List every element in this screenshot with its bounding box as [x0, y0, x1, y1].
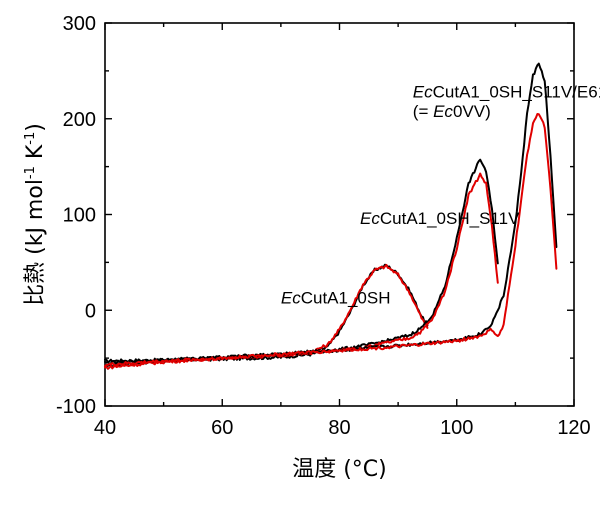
annotation-italic: Ec — [413, 83, 433, 102]
x-tick-label: 120 — [557, 417, 590, 439]
series-line-1 — [279, 263, 429, 358]
y-tick-label: 0 — [85, 300, 96, 322]
y-axis-title-mid: K — [23, 144, 48, 166]
x-tick-label: 80 — [328, 417, 350, 439]
y-tick-label: -100 — [56, 396, 96, 418]
series-group — [104, 62, 558, 370]
annotation-italic: Ec — [281, 289, 301, 308]
x-tick-label: 60 — [211, 417, 233, 439]
annotation-prefix: (= — [413, 102, 433, 121]
series-line-5 — [104, 113, 558, 368]
y-axis-title-main: 比熱 (kJ mol — [23, 179, 48, 306]
y-axis-title-sup1: -1 — [23, 166, 38, 179]
x-axis-title: 温度 (°C) — [292, 457, 387, 482]
annotation-italic: Ec — [433, 102, 453, 121]
annotation-rest: 0VV) — [453, 102, 491, 121]
tick-group: 40 60 80 100 120 -100 0 100 200 300 — [56, 13, 591, 439]
annotation-italic: Ec — [360, 209, 380, 228]
y-tick-label: 100 — [63, 205, 96, 227]
annotation-cutA1-0sh: EcCutA1_0SH — [281, 289, 391, 308]
annotation-rest: CutA1_0SH_S11V/E61V — [433, 83, 600, 102]
annotation-cutA1-s11v: EcCutA1_0SH_S11V — [360, 209, 520, 228]
x-tick-label: 40 — [94, 417, 116, 439]
y-axis-title-sup2: -1 — [23, 132, 38, 145]
annotation-rest: CutA1_0SH — [301, 289, 391, 308]
annotation-ec0vv: (= Ec0VV) — [413, 102, 491, 121]
series-line-3 — [104, 172, 499, 370]
series-line-2 — [104, 158, 499, 368]
y-axis-title-end: ) — [23, 123, 48, 132]
x-tick-label: 100 — [440, 417, 473, 439]
annotation-rest: CutA1_0SH_S11V — [380, 209, 520, 228]
y-tick-label: 200 — [63, 109, 96, 131]
annotation-cutA1-s11v-e61v: EcCutA1_0SH_S11V/E61V — [413, 83, 600, 102]
y-tick-label: 300 — [63, 13, 96, 35]
annotation-group: EcCutA1_0SHEcCutA1_0SH_S11VEcCutA1_0SH_S… — [281, 83, 600, 308]
y-axis-title: 比熱 (kJ mol-1 K-1) — [23, 123, 48, 306]
